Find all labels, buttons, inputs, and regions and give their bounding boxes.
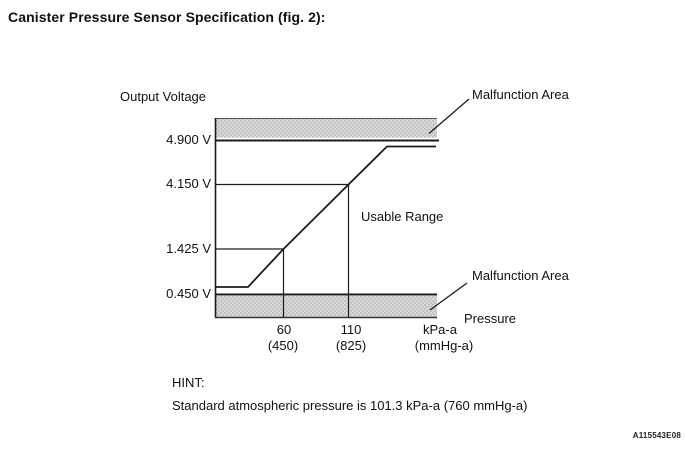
y-tick-4150: 4.150 V: [166, 176, 211, 191]
figure-code: A115543E08: [632, 431, 681, 440]
page-title: Canister Pressure Sensor Specification (…: [8, 9, 326, 25]
x-tick-825: (825): [335, 338, 367, 353]
x-unit-kpa: kPa-a: [423, 322, 457, 337]
x-tick-450: (450): [267, 338, 299, 353]
x-tick-60: 60: [276, 322, 292, 337]
hint-body: Standard atmospheric pressure is 101.3 k…: [172, 398, 528, 413]
leader-line-bottom: [429, 282, 468, 311]
x-axis-title: Pressure: [464, 311, 517, 326]
sensor-output-curve: [215, 145, 436, 288]
y-tick-1425: 1.425 V: [166, 241, 211, 256]
malfunction-area-label-bottom: Malfunction Area: [472, 268, 569, 283]
malfunction-area-label-top: Malfunction Area: [472, 87, 569, 102]
hint-heading: HINT:: [172, 375, 205, 390]
malfunction-band-bottom: [215, 296, 437, 317]
y-axis-title: Output Voltage: [120, 89, 207, 104]
y-tick-4900: 4.900 V: [166, 132, 211, 147]
leader-line-top: [428, 98, 470, 134]
x-tick-110: 110: [340, 322, 362, 337]
usable-range-label: Usable Range: [361, 209, 444, 224]
x-unit-mmhg: (mmHg-a): [414, 338, 474, 353]
y-tick-0450: 0.450 V: [166, 286, 211, 301]
malfunction-band-top: [215, 118, 437, 138]
